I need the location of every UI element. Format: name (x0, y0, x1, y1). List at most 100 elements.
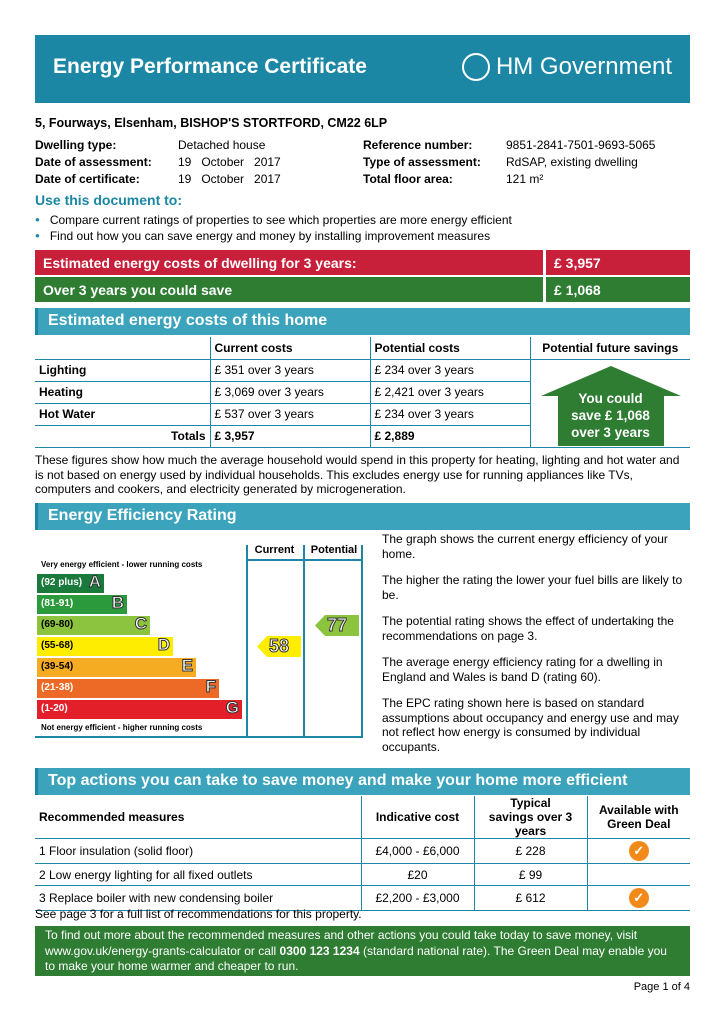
top-label: Very energy efficient - lower running co… (41, 560, 203, 569)
rating-heading: Energy Efficiency Rating (35, 503, 690, 530)
arrow-shape (315, 615, 359, 636)
measure: 1 Floor insulation (solid floor) (35, 838, 361, 864)
costs-heading: Estimated energy costs of this home (35, 308, 690, 335)
reference-number: 9851-2841-7501-9693-5065 (506, 138, 656, 152)
table-row: Heating £ 3,069 over 3 years £ 2,421 over … (35, 381, 690, 404)
certificate-date: 19 October 2017 (178, 172, 281, 186)
detail-label: Total floor area: (363, 172, 453, 186)
info-text: To find out more about the recommended m… (45, 928, 638, 958)
band-b: (81-91) B (37, 593, 127, 614)
band-letter: B (111, 593, 124, 613)
savings-line: You could (578, 390, 643, 406)
current-rating-arrow: 58 (257, 636, 301, 657)
measure: 3 Replace boiler with new condensing boi… (35, 885, 361, 911)
divider (35, 736, 363, 738)
info-box: To find out more about the recommended m… (35, 926, 690, 976)
current-cost: £ 3,069 over 3 years (209, 381, 370, 404)
costs-note: These figures show how much the average … (35, 453, 680, 496)
rating-chart: Current Potential Very energy efficient … (35, 540, 363, 742)
header-current: Current costs (209, 337, 370, 360)
header-savings: Typical savings over 3 years (473, 796, 587, 839)
row-label: Lighting (35, 359, 210, 382)
green-deal-cell: ✓ (586, 863, 690, 886)
band-letter: G (225, 698, 239, 718)
totals-row: Totals £ 3,957 £ 2,889 (35, 425, 690, 448)
page-number: Page 1 of 4 (633, 981, 690, 993)
savings-text: You could save £ 1,068 over 3 years (558, 390, 664, 441)
band-letter: A (88, 572, 101, 592)
cost-label: Estimated energy costs of dwelling for 3… (43, 255, 357, 271)
savings-house: You could save £ 1,068 over 3 years (529, 359, 690, 448)
divider (246, 545, 248, 737)
band-c: (69-80) C (37, 614, 150, 635)
detail-label: Reference number: (363, 138, 473, 152)
detail-label: Dwelling type: (35, 138, 117, 152)
table-header: Recommended measures Indicative cost Typ… (35, 796, 690, 839)
bottom-label: Not energy efficient - higher running co… (41, 723, 203, 732)
divider (303, 545, 305, 737)
table-header: Current costs Potential costs Potential … (35, 337, 690, 360)
savings-line: over 3 years (571, 424, 650, 440)
band-range: (69-80) (41, 619, 74, 630)
row-label: Heating (35, 381, 210, 404)
see-more-text: See page 3 for a full list of recommenda… (35, 907, 362, 921)
potential-cost: £ 234 over 3 years (369, 359, 530, 382)
dwelling-type: Detached house (178, 138, 266, 152)
band-letter: D (157, 635, 170, 655)
logo-text: HM Government (495, 53, 672, 80)
header-banner: Energy Performance Certificate HM Govern… (35, 35, 690, 103)
header-measures: Recommended measures (35, 796, 361, 839)
divider (361, 545, 363, 737)
band-range: (1-20) (41, 703, 68, 714)
explanation-text: The EPC rating shown here is based on st… (382, 696, 679, 754)
band-e: (39-54) E (37, 656, 196, 677)
check-icon: ✓ (628, 841, 649, 861)
royal-crest-icon (461, 53, 490, 81)
indicative-cost: £2,200 - £3,000 (360, 885, 474, 911)
measure: 2 Low energy lighting for all fixed outl… (35, 863, 361, 886)
save-value: £ 1,068 (543, 277, 690, 302)
total-potential: £ 2,889 (369, 425, 530, 448)
estimated-cost-bar: Estimated energy costs of dwelling for 3… (35, 250, 690, 275)
band-a: (92 plus) A (37, 572, 104, 593)
actions-heading: Top actions you can take to save money a… (35, 768, 690, 795)
house-shape-icon (540, 365, 681, 446)
save-label: Over 3 years you could save (43, 282, 233, 298)
detail-label: Date of assessment: (35, 155, 152, 169)
current-column-label: Current (254, 544, 295, 556)
details-right: Reference number: 9851-2841-7501-9693-506… (363, 137, 655, 188)
current-cost: £ 537 over 3 years (209, 403, 370, 426)
potential-cost: £ 234 over 3 years (369, 403, 530, 426)
potential-rating-arrow: 77 (315, 615, 359, 636)
band-f: (21-38) F (37, 677, 219, 698)
list-item: Find out how you can save energy and mon… (35, 228, 512, 244)
table-row: Hot Water £ 537 over 3 years £ 234 over 3 … (35, 403, 690, 426)
band-letter: F (205, 677, 216, 697)
potential-column-label: Potential (310, 544, 358, 556)
row-label: Hot Water (35, 403, 210, 426)
indicative-cost: £20 (360, 863, 474, 886)
detail-label: Date of certificate: (35, 172, 140, 186)
page-title: Energy Performance Certificate (53, 55, 367, 78)
current-rating-value: 58 (268, 636, 290, 657)
header-green-deal: Available with Green Deal (586, 796, 690, 839)
info-text: (standard national rate). The Green Deal… (45, 943, 667, 974)
header-savings: Potential future savings (529, 337, 690, 360)
green-deal-cell: ✓ (586, 885, 690, 911)
totals-label: Totals (35, 425, 210, 448)
total-current: £ 3,957 (209, 425, 370, 448)
table-row: 3 Replace boiler with new condensing boi… (35, 885, 690, 911)
use-heading: Use this document to: (35, 192, 183, 208)
band-range: (55-68) (41, 640, 74, 651)
typical-saving: £ 99 (473, 863, 587, 886)
hm-government-logo: HM Government (461, 53, 672, 81)
check-icon: ✓ (628, 888, 649, 908)
table-row: 1 Floor insulation (solid floor) £4,000 -… (35, 838, 690, 864)
explanation-text: The average energy efficiency rating for… (382, 655, 663, 684)
divider (246, 559, 363, 561)
explanation-text: The higher the rating the lower your fue… (382, 573, 683, 602)
band-range: (92 plus) (41, 577, 83, 588)
explanation-text: The potential rating shows the effect of… (382, 614, 674, 643)
potential-rating-value: 77 (326, 615, 348, 636)
use-list: Compare current ratings of properties to… (35, 212, 512, 244)
